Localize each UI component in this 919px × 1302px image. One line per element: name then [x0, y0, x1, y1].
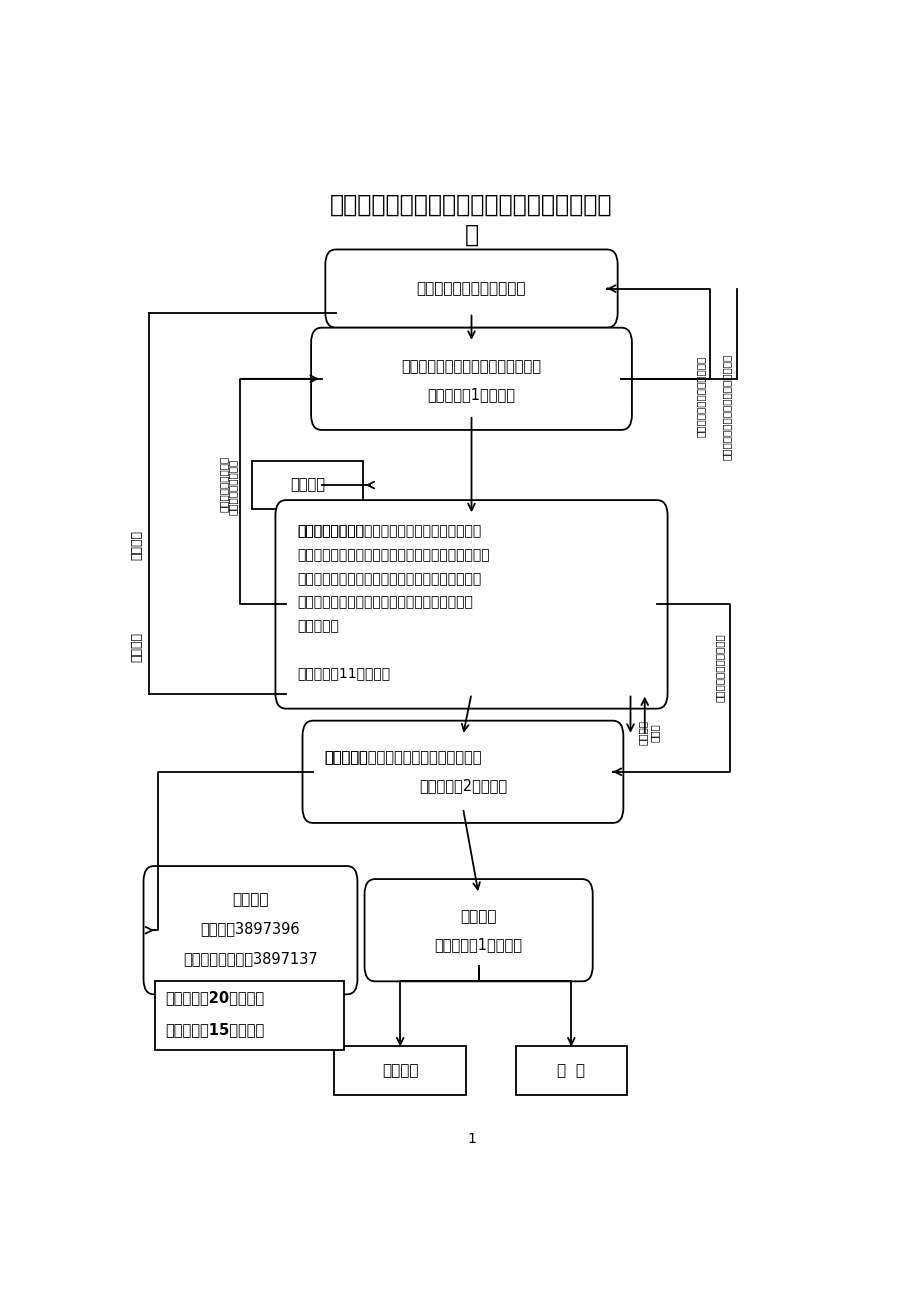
Text: 电子公务监察室：3897137: 电子公务监察室：3897137	[183, 950, 317, 966]
Text: 法定时限：20个工作日: 法定时限：20个工作日	[165, 990, 264, 1005]
Text: 局长审批：: 局长审批：	[323, 750, 368, 766]
Bar	[252, 461, 362, 509]
Bar	[516, 1047, 626, 1095]
FancyBboxPatch shape	[275, 500, 667, 708]
Text: 全程监督: 全程监督	[232, 893, 268, 907]
Text: 作出决定。: 作出决定。	[297, 618, 338, 633]
Text: 人员实地勘测论证，提出初审意见报主管局长签批。: 人员实地勘测论证，提出初审意见报主管局长签批。	[297, 548, 489, 562]
Bar	[154, 982, 343, 1049]
Text: 岗位责任人初审：: 岗位责任人初审：	[297, 525, 363, 539]
Text: 落实反馈: 落实反馈	[130, 633, 142, 663]
Text: （一）入河排污口的设置和扩大审查同意流程: （一）入河排污口的设置和扩大审查同意流程	[330, 193, 612, 216]
FancyBboxPatch shape	[311, 328, 631, 430]
Text: 求专家和单位意见。重大项目由局领导小组审后: 求专家和单位意见。重大项目由局领导小组审后	[297, 595, 472, 609]
Text: 社会公示: 社会公示	[381, 1062, 418, 1078]
Text: 窗口办结: 窗口办结	[460, 909, 496, 923]
Text: 局长审批：依据初审意见，决定是否批准: 局长审批：依据初审意见，决定是否批准	[323, 750, 481, 766]
Text: 图: 图	[464, 223, 478, 246]
Text: 材料经补充、修改后再次报送: 材料经补充、修改后再次报送	[696, 357, 705, 437]
Text: 承诺时限：15个工作日: 承诺时限：15个工作日	[165, 1022, 265, 1036]
FancyBboxPatch shape	[143, 866, 357, 995]
Text: 专家评审设置通过，: 专家评审设置通过，	[227, 458, 237, 516]
FancyBboxPatch shape	[325, 250, 617, 328]
FancyBboxPatch shape	[364, 879, 592, 982]
Text: 办理时限：11个工作日: 办理时限：11个工作日	[297, 667, 390, 680]
Text: 1: 1	[467, 1131, 475, 1146]
Text: 窗口登记：审查材料是否齐全、合法: 窗口登记：审查材料是否齐全、合法	[401, 359, 541, 374]
Text: 岗位责任人初审：水资办审查申请材料，组织相关: 岗位责任人初审：水资办审查申请材料，组织相关	[297, 525, 481, 539]
Text: 办理时限：1个工作日: 办理时限：1个工作日	[427, 387, 515, 402]
Text: 需专家评审的，负责组织召开专家评审会或书面征: 需专家评审的，负责组织召开专家评审会或书面征	[297, 572, 481, 586]
Text: 定返目: 定返目	[649, 724, 659, 742]
Text: 办理时限：1个工作日: 办理时限：1个工作日	[434, 936, 522, 952]
Text: 办理时限：2个工作日: 办理时限：2个工作日	[418, 779, 506, 793]
Text: 送  达: 送 达	[557, 1062, 584, 1078]
Text: 由窗口退回申请人，: 由窗口退回申请人，	[218, 456, 228, 512]
Text: 审批决定: 审批决定	[637, 720, 647, 745]
Bar	[334, 1047, 466, 1095]
Text: 初审不合格，一次性书面通知申报单位: 初审不合格，一次性书面通知申报单位	[721, 354, 731, 460]
Text: 督察科：3897396: 督察科：3897396	[200, 921, 300, 936]
Text: 投诉举报: 投诉举报	[130, 530, 142, 560]
Text: 决定及全部材料返回窗口: 决定及全部材料返回窗口	[714, 633, 724, 702]
Text: 网络公开: 网络公开	[289, 478, 324, 492]
Text: 申请人申报，提交相关材料: 申请人申报，提交相关材料	[416, 281, 526, 296]
FancyBboxPatch shape	[302, 721, 623, 823]
